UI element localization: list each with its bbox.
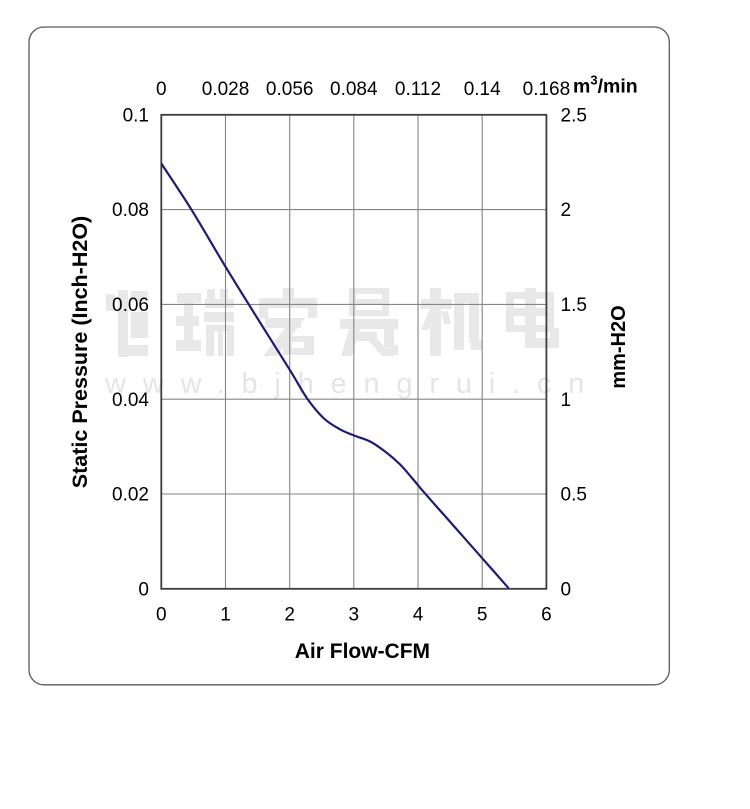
- svg-text:2.5: 2.5: [561, 105, 587, 126]
- svg-text:1: 1: [561, 390, 572, 411]
- svg-text:1: 1: [220, 605, 231, 626]
- svg-text:2: 2: [284, 605, 295, 626]
- svg-text:0.5: 0.5: [561, 485, 587, 506]
- svg-text:0: 0: [138, 579, 149, 600]
- svg-text:0: 0: [156, 605, 167, 626]
- svg-text:www.bjhengrui.cn: www.bjhengrui.cn: [104, 368, 601, 400]
- svg-text:2: 2: [561, 200, 572, 221]
- svg-text:m3/min: m3/min: [573, 73, 638, 98]
- svg-text:Air Flow-CFM: Air Flow-CFM: [295, 640, 430, 663]
- svg-text:0.112: 0.112: [395, 79, 441, 100]
- svg-text:0.084: 0.084: [330, 79, 378, 100]
- svg-text:4: 4: [413, 605, 424, 626]
- svg-text:0.028: 0.028: [202, 79, 250, 100]
- svg-text:6: 6: [541, 605, 552, 626]
- svg-text:Static Pressure (Inch-H2O): Static Pressure (Inch-H2O): [68, 216, 92, 488]
- svg-text:mm-H2O: mm-H2O: [608, 305, 630, 388]
- svg-text:0.06: 0.06: [112, 295, 149, 316]
- svg-text:0.1: 0.1: [123, 105, 149, 126]
- svg-text:0: 0: [156, 79, 167, 100]
- svg-text:0.056: 0.056: [266, 79, 314, 100]
- svg-text:3: 3: [349, 605, 360, 626]
- svg-text:0.08: 0.08: [112, 200, 149, 221]
- svg-text:0.168: 0.168: [523, 79, 571, 100]
- svg-text:0.04: 0.04: [112, 390, 149, 411]
- svg-text:0.02: 0.02: [112, 485, 149, 506]
- svg-text:0.14: 0.14: [464, 79, 501, 100]
- svg-text:1.5: 1.5: [561, 295, 587, 316]
- svg-text:0: 0: [561, 579, 572, 600]
- svg-text:5: 5: [477, 605, 488, 626]
